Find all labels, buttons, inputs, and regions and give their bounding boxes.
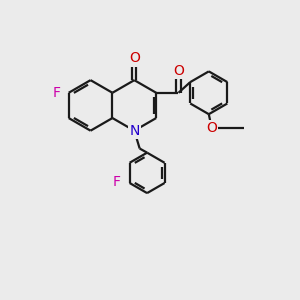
Text: O: O bbox=[173, 64, 184, 78]
Text: F: F bbox=[52, 86, 60, 100]
Text: O: O bbox=[206, 122, 217, 136]
Text: F: F bbox=[113, 175, 121, 188]
Text: O: O bbox=[129, 52, 140, 65]
Text: N: N bbox=[129, 124, 140, 138]
